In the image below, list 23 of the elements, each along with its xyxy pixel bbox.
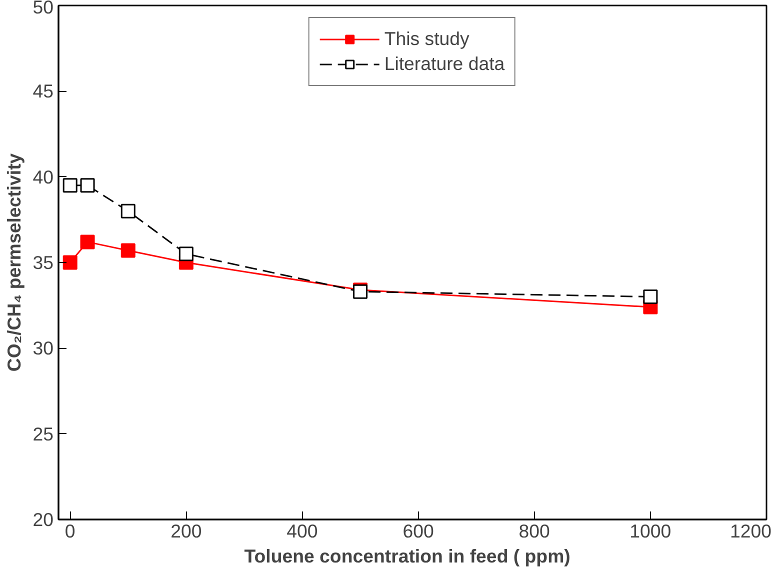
y-tick-label: 30 — [32, 338, 54, 359]
x-tick-label: 200 — [170, 520, 202, 542]
x-tick-label: 600 — [402, 520, 434, 542]
y-tick-label: 45 — [32, 80, 54, 102]
x-tick-label: 400 — [286, 520, 318, 542]
y-tick-label: 20 — [32, 509, 54, 530]
x-tick-label: 0 — [64, 520, 76, 542]
x-axis-title: Toluene concentration in feed ( ppm) — [244, 546, 570, 566]
point — [178, 246, 194, 262]
point — [80, 234, 95, 250]
y-tick-label: 40 — [32, 166, 54, 188]
y-tick-label: 25 — [32, 423, 54, 444]
x-tick-label: 1200 — [730, 520, 771, 542]
point — [643, 290, 658, 304]
legend-label: Literature data — [384, 53, 505, 75]
x-tick-label: 800 — [518, 520, 550, 542]
y-tick-label: 50 — [32, 0, 54, 18]
point — [120, 243, 136, 258]
y-tick-label: 35 — [32, 252, 54, 273]
x-tick-label: 1000 — [630, 520, 672, 542]
y-axis-title: CO₂/CH₄ permselectivity — [4, 152, 25, 372]
point — [62, 255, 78, 270]
legend-label: This study — [384, 28, 470, 50]
